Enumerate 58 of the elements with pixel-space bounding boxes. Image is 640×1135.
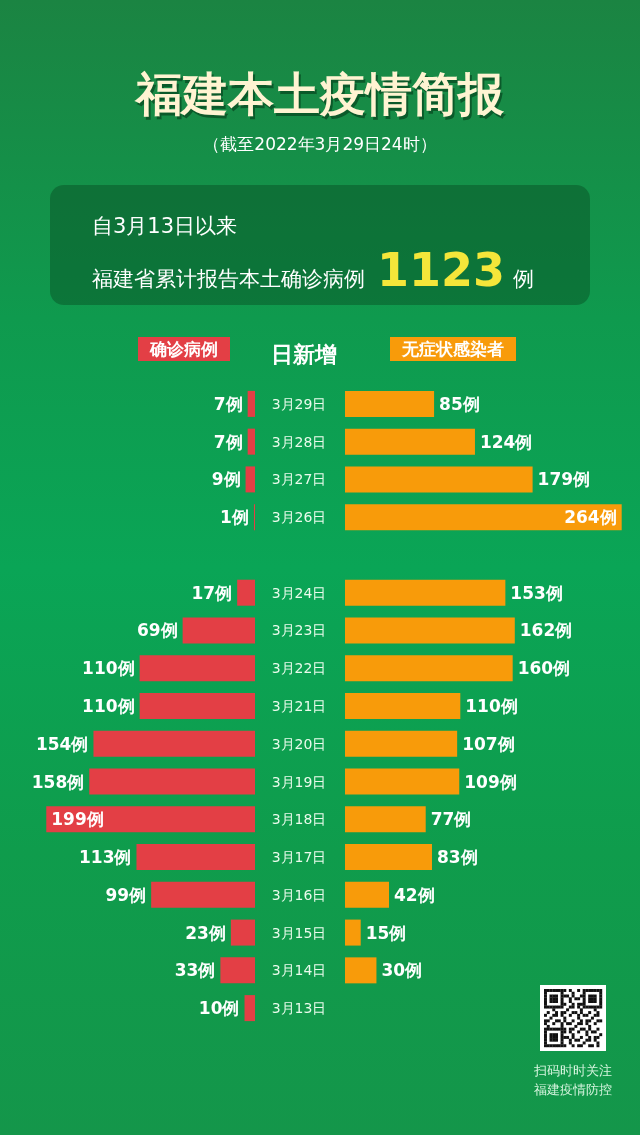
data-label: 179例 — [537, 469, 591, 490]
text: 福建省累计报告本土确诊病例 — [92, 266, 365, 293]
text: 1123 — [377, 243, 506, 297]
data-label: 15例 — [365, 922, 407, 943]
data-label: 113例 — [78, 847, 132, 868]
data-label: 30例 — [381, 960, 423, 981]
y-tick-label: 3月29日 — [271, 395, 327, 412]
data-label: 160例 — [517, 658, 571, 679]
y-tick-label: 3月19日 — [271, 773, 327, 790]
data-label: 99例 — [105, 884, 147, 905]
data-label: 7例 — [213, 393, 243, 414]
data-label: 153例 — [510, 582, 563, 603]
data-label: 110例 — [82, 658, 135, 679]
data-label: 158例 — [31, 771, 85, 792]
text: 例 — [513, 266, 535, 293]
y-tick-label: 3月16日 — [271, 886, 327, 903]
data-label: 110例 — [465, 696, 518, 716]
y-tick-label: 3月18日 — [271, 811, 327, 828]
y-tick-label: 3月26日 — [271, 509, 327, 526]
data-label: 69例 — [136, 620, 178, 641]
data-label: 162例 — [519, 620, 573, 641]
data-label: 110例 — [82, 696, 135, 716]
y-tick-label: 3月13日 — [271, 1000, 327, 1017]
data-label: 154例 — [35, 733, 89, 754]
y-tick-label: 3月14日 — [271, 962, 327, 979]
y-tick-label: 3月20日 — [271, 735, 327, 752]
data-label: 7例 — [213, 431, 243, 452]
text: 确诊病例 — [149, 339, 218, 359]
text: 福建本土疫情简报 — [136, 67, 504, 121]
text: 福建疫情防控 — [534, 1081, 612, 1097]
data-label: 1例 — [220, 507, 249, 528]
text: 自3月13日以来 — [92, 214, 238, 238]
y-tick-label: 3月21日 — [271, 698, 327, 714]
data-label: 264例 — [564, 507, 617, 528]
y-tick-label: 3月17日 — [271, 849, 327, 866]
y-axis-title: 日新增 — [271, 341, 337, 367]
data-label: 107例 — [462, 733, 515, 754]
text: 扫码时时关注 — [533, 1062, 612, 1078]
y-tick-label: 3月24日 — [271, 584, 327, 601]
data-label: 83例 — [436, 847, 478, 868]
data-label: 9例 — [211, 469, 241, 490]
y-tick-label: 3月23日 — [271, 622, 327, 639]
data-label: 33例 — [174, 960, 216, 981]
data-label: 42例 — [394, 884, 435, 905]
data-label: 199例 — [51, 809, 104, 830]
y-tick-label: 3月15日 — [271, 924, 327, 941]
text: （截至2022年3月29日24时） — [203, 134, 437, 154]
data-label: 109例 — [464, 771, 517, 792]
data-label: 77例 — [430, 809, 472, 830]
data-label: 85例 — [439, 393, 480, 414]
data-label: 17例 — [191, 582, 233, 603]
y-tick-label: 3月22日 — [271, 660, 327, 677]
data-label: 10例 — [198, 998, 240, 1019]
y-tick-label: 3月28日 — [271, 433, 327, 450]
series-label: 无症状感染者 — [401, 339, 504, 359]
data-label: 124例 — [479, 431, 533, 452]
y-tick-label: 3月27日 — [271, 471, 327, 488]
data-label: 23例 — [185, 922, 226, 943]
